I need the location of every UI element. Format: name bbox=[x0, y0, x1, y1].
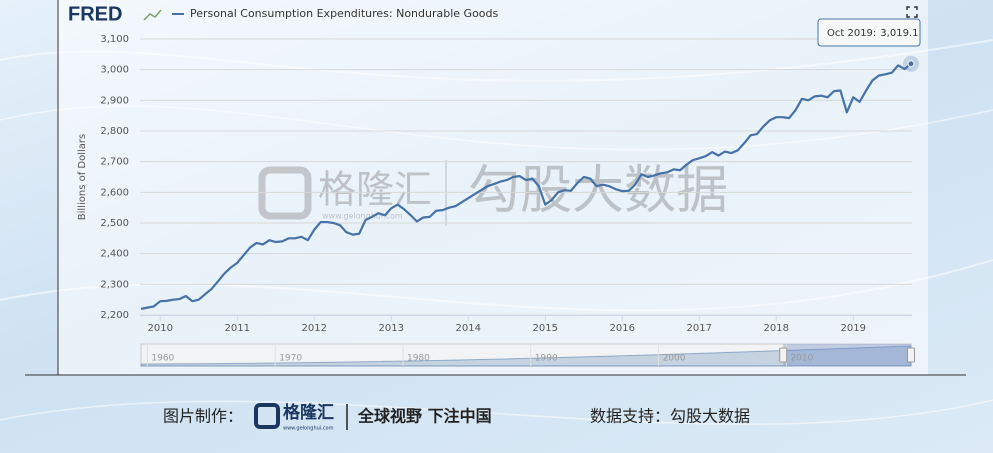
y-tick-label: 3,100 bbox=[100, 34, 129, 45]
chart-panel bbox=[58, 0, 928, 375]
x-tick-label: 2011 bbox=[225, 323, 250, 334]
navigator-tick-label: 1960 bbox=[151, 354, 174, 364]
navigator-selection bbox=[783, 344, 911, 366]
navigator-handle[interactable] bbox=[779, 347, 788, 363]
navigator-tick-label: 1990 bbox=[535, 354, 558, 364]
watermark-source: 勾股大数据 bbox=[468, 161, 728, 221]
x-tick-label: 2013 bbox=[379, 323, 404, 334]
y-tick-label: 2,700 bbox=[100, 157, 129, 168]
y-tick-label: 2,300 bbox=[100, 279, 129, 290]
x-tick-label: 2012 bbox=[302, 323, 327, 334]
logo-icon bbox=[143, 9, 162, 21]
y-tick-label: 2,900 bbox=[100, 95, 129, 106]
navigator-tick-label: 1970 bbox=[279, 354, 302, 364]
legend-label: Personal Consumption Expenditures: Nondu… bbox=[190, 7, 499, 20]
footer-slogan: 全球视野 下注中国 bbox=[357, 407, 492, 426]
navigator-area bbox=[140, 345, 912, 367]
footer-brand: 格隆汇 bbox=[283, 402, 334, 423]
watermark-url: www.gelonghui.com bbox=[322, 212, 403, 221]
hover-point bbox=[907, 60, 915, 68]
footer-source: 数据支持：勾股大数据 bbox=[590, 407, 750, 426]
watermark: 格隆汇 www.gelonghui.com 勾股大数据 bbox=[258, 160, 728, 226]
footer-logo-icon bbox=[254, 403, 280, 429]
series-line bbox=[140, 62, 912, 310]
x-tick-label: 2015 bbox=[533, 323, 558, 334]
x-tick-label: 2019 bbox=[841, 323, 866, 334]
y-tick-label: 2,500 bbox=[100, 218, 129, 229]
footer-made-by: 图片制作： bbox=[163, 407, 243, 426]
y-tick-label: 2,400 bbox=[100, 249, 129, 260]
y-tick-label: 2,600 bbox=[100, 187, 129, 198]
tooltip-date: Oct 2019: bbox=[827, 28, 876, 39]
x-tick-label: 2016 bbox=[610, 323, 635, 334]
tooltip-text: Oct 2019: 3,019.1 bbox=[827, 28, 918, 39]
x-tick-label: 2014 bbox=[456, 323, 481, 334]
x-tick-label: 2010 bbox=[148, 323, 173, 334]
tooltip-value: 3,019.1 bbox=[880, 28, 918, 39]
y-tick-label: 3,000 bbox=[100, 65, 129, 76]
x-tick-label: 2018 bbox=[764, 323, 789, 334]
footer: 图片制作： 格隆汇 www.gelonghui.com 全球视野 下注中国 数据… bbox=[163, 402, 750, 432]
x-tick-label: 2017 bbox=[687, 323, 712, 334]
navigator-tick-label: 1980 bbox=[407, 354, 430, 364]
tooltip-box bbox=[817, 18, 921, 47]
watermark-brand: 格隆汇 bbox=[318, 168, 432, 212]
navigator-tick-label: 2010 bbox=[790, 354, 813, 364]
y-tick-label: 2,200 bbox=[100, 310, 129, 321]
y-tick-label: 2,800 bbox=[100, 126, 129, 137]
fred-logo: FRED bbox=[68, 3, 122, 25]
navigator-handle[interactable] bbox=[907, 347, 915, 363]
y-axis-label: Billions of Dollars bbox=[77, 134, 88, 220]
navigator-tick-label: 2000 bbox=[663, 354, 686, 364]
footer-url: www.gelonghui.com bbox=[283, 426, 334, 432]
fullscreen-icon[interactable] bbox=[906, 6, 918, 18]
